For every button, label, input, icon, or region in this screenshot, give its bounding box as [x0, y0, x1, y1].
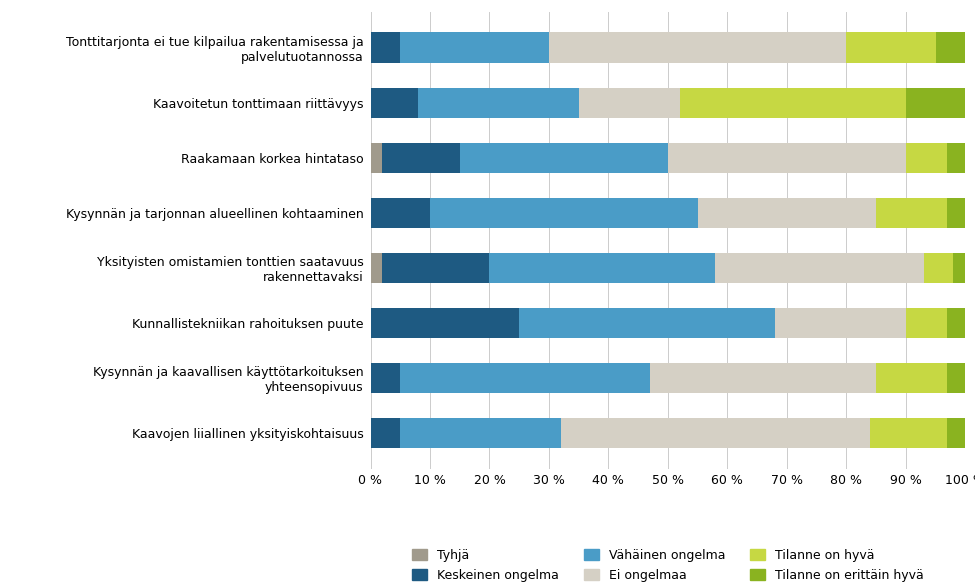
Bar: [430, 197, 697, 228]
Bar: [401, 363, 650, 393]
Bar: [697, 197, 876, 228]
Bar: [370, 32, 401, 63]
Bar: [775, 308, 906, 338]
Bar: [579, 87, 680, 118]
Bar: [923, 253, 954, 283]
Bar: [382, 253, 489, 283]
Bar: [876, 363, 948, 393]
Bar: [948, 197, 965, 228]
Bar: [668, 142, 906, 173]
Bar: [382, 142, 460, 173]
Bar: [460, 142, 668, 173]
Bar: [954, 253, 965, 283]
Bar: [561, 418, 870, 448]
Bar: [370, 197, 430, 228]
Bar: [716, 253, 923, 283]
Bar: [948, 142, 965, 173]
Bar: [370, 87, 418, 118]
Bar: [519, 308, 775, 338]
Bar: [948, 308, 965, 338]
Bar: [680, 87, 906, 118]
Bar: [650, 363, 877, 393]
Bar: [906, 142, 948, 173]
Bar: [370, 308, 519, 338]
Legend: Tyhjä, Keskeinen ongelma, Vähäinen ongelma, Ei ongelmaa, Tilanne on hyvä, Tilann: Tyhjä, Keskeinen ongelma, Vähäinen ongel…: [407, 544, 929, 586]
Bar: [935, 32, 965, 63]
Bar: [948, 418, 965, 448]
Bar: [418, 87, 578, 118]
Bar: [906, 308, 948, 338]
Bar: [370, 142, 382, 173]
Bar: [401, 418, 561, 448]
Bar: [948, 363, 965, 393]
Bar: [370, 363, 401, 393]
Bar: [876, 197, 948, 228]
Bar: [549, 32, 846, 63]
Bar: [846, 32, 935, 63]
Bar: [489, 253, 716, 283]
Bar: [401, 32, 549, 63]
Bar: [370, 253, 382, 283]
Bar: [906, 87, 965, 118]
Bar: [870, 418, 948, 448]
Bar: [370, 418, 401, 448]
